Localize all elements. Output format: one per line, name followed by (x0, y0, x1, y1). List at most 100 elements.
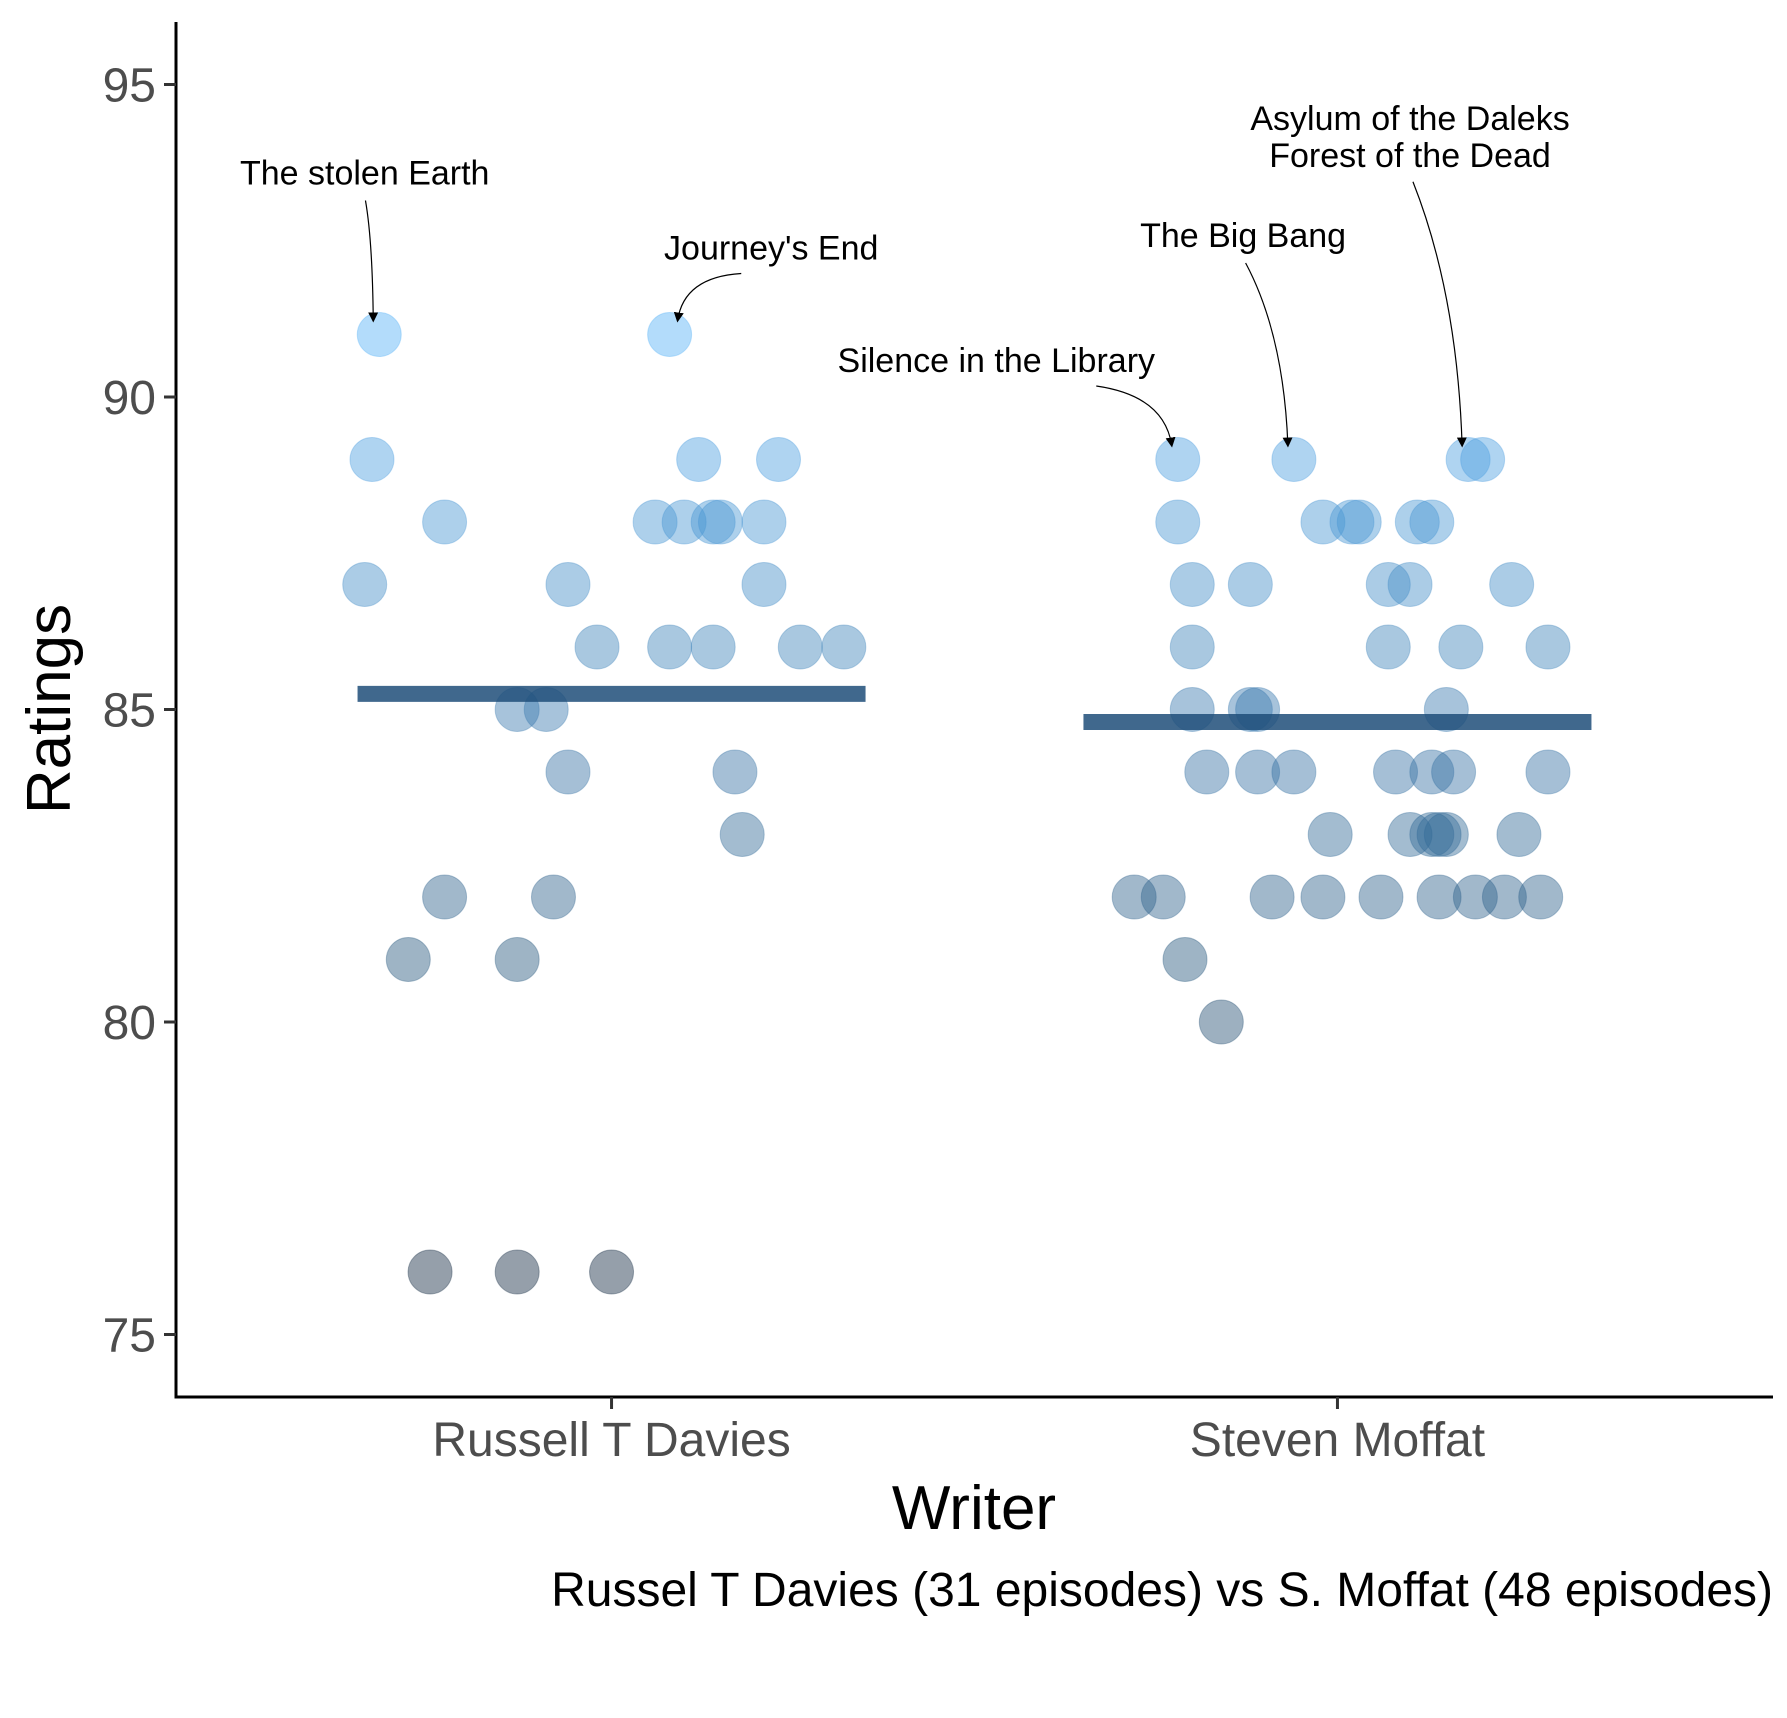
data-point (1431, 749, 1477, 795)
data-point (1365, 562, 1411, 607)
data-point (1438, 624, 1484, 670)
data-point (1169, 624, 1215, 670)
annotation-label: Asylum of the Daleks Forest of the Dead (1250, 100, 1569, 175)
data-point (545, 562, 591, 607)
data-point (1394, 499, 1440, 545)
annotation-arrow (364, 200, 379, 323)
data-point (697, 499, 743, 545)
annotation-arrow (673, 272, 742, 323)
data-point (1387, 812, 1433, 857)
data-point (1416, 812, 1462, 857)
chart-caption: Russel T Davies (31 episodes) vs S. Moff… (551, 1564, 1773, 1617)
y-tick-label: 75 (103, 1310, 156, 1363)
data-point (690, 499, 736, 545)
data-point (1489, 562, 1535, 607)
data-point (1358, 874, 1404, 920)
data-point (712, 749, 758, 795)
data-point (422, 499, 468, 545)
data-point (1155, 499, 1201, 545)
data-point (1445, 437, 1491, 482)
annotation-line: The stolen Earth (240, 155, 489, 193)
data-point (1169, 562, 1215, 607)
annotation-arrow (1096, 385, 1176, 448)
data-point (1416, 874, 1462, 920)
x-ticks: Russell T Davies Steven Moffat (432, 1397, 1485, 1467)
y-tick-label: 95 (103, 60, 156, 113)
data-point (1300, 874, 1346, 920)
annotation-label: Silence in the Library (838, 342, 1156, 380)
data-point (1481, 874, 1527, 920)
data-point (1409, 499, 1455, 545)
data-point (690, 624, 736, 670)
y-axis-title: Ratings (15, 604, 84, 814)
data-point (1155, 437, 1201, 482)
data-point (589, 1249, 635, 1295)
data-point (1329, 499, 1375, 545)
data-point (422, 874, 468, 920)
data-point (1460, 437, 1506, 482)
data-point (1409, 812, 1455, 857)
data-point (1387, 562, 1433, 607)
data-point (1198, 999, 1244, 1045)
data-point (1307, 812, 1353, 857)
annotation-label: Journey's End (664, 230, 878, 268)
annotation-arrow (1245, 262, 1293, 448)
data-point (1111, 874, 1157, 920)
data-point (756, 437, 802, 482)
y-tick-label: 80 (103, 997, 156, 1050)
data-point (385, 937, 431, 982)
data-point (407, 1249, 453, 1295)
data-point (1525, 624, 1571, 670)
data-point (1336, 499, 1382, 545)
data-point (1271, 437, 1317, 482)
annotation-line: Journey's End (664, 230, 878, 268)
axes (174, 22, 1773, 1399)
data-point (1162, 937, 1208, 982)
data-point (1300, 499, 1346, 545)
y-tick-label: 85 (103, 685, 156, 738)
annotation-label: The stolen Earth (240, 155, 489, 193)
data-point (632, 499, 678, 545)
data-point (342, 562, 388, 607)
data-point (1227, 562, 1273, 607)
data-point (647, 312, 693, 357)
annotation-line: Forest of the Dead (1269, 137, 1551, 175)
data-point (1184, 749, 1230, 795)
annotation-label: The Big Bang (1140, 217, 1346, 255)
data-point (1373, 749, 1419, 795)
data-point (494, 937, 540, 982)
data-point (741, 499, 787, 545)
data-point (545, 749, 591, 795)
data-point (574, 624, 620, 670)
annotations: The stolen Earth Journey's End Silence in … (240, 100, 1570, 448)
data-point (661, 499, 707, 545)
data-point (530, 874, 576, 920)
data-point (821, 624, 867, 670)
x-axis-title: Writer (892, 1474, 1056, 1543)
data-point (1452, 874, 1498, 920)
data-point (676, 437, 722, 482)
data-point (356, 312, 402, 357)
annotation-line: The Big Bang (1140, 217, 1346, 255)
data-point (1140, 874, 1186, 920)
data-point (494, 1249, 540, 1295)
annotation-line: Silence in the Library (838, 342, 1156, 380)
data-point (1271, 749, 1317, 795)
y-tick-label: 90 (103, 372, 156, 425)
data-point (1249, 874, 1295, 920)
x-tick-label: Steven Moffat (1190, 1414, 1485, 1467)
data-points (342, 312, 1571, 1295)
data-point (349, 437, 395, 482)
data-point (777, 624, 823, 670)
data-point (1518, 874, 1564, 920)
data-point (1409, 749, 1455, 795)
data-point (647, 624, 693, 670)
data-point (1235, 749, 1281, 795)
data-point (719, 812, 765, 857)
y-ticks: 75 80 85 90 95 (103, 60, 176, 1363)
data-point (1365, 624, 1411, 670)
mean-lines (357, 685, 1592, 730)
annotation-line: Asylum of the Daleks (1250, 100, 1569, 138)
x-tick-label: Russell T Davies (432, 1414, 790, 1467)
